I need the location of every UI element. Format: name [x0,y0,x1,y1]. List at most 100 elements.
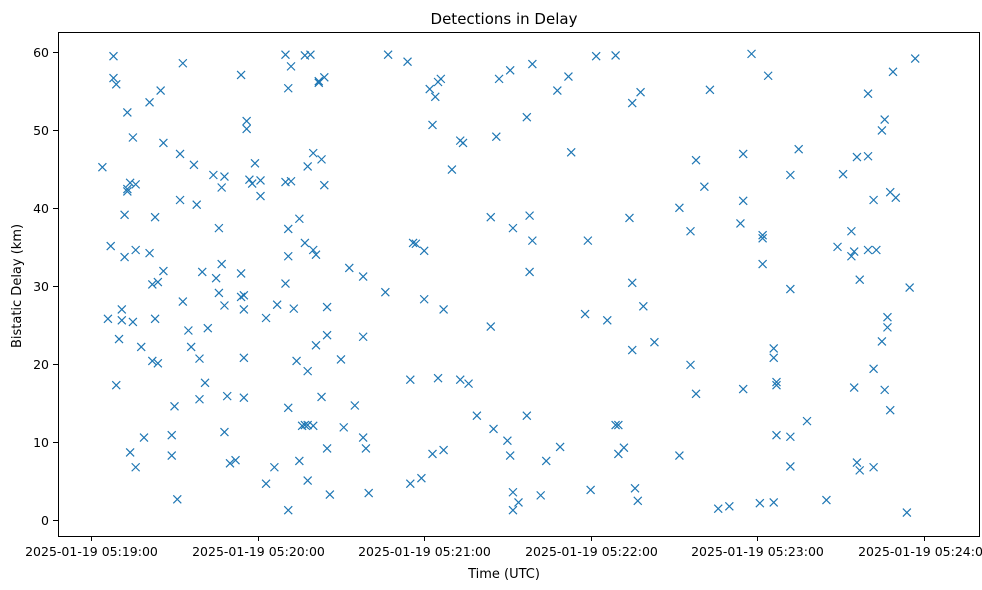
data-point [283,251,293,261]
data-point [564,72,573,81]
data-point [458,138,468,148]
data-point [250,158,260,168]
data-point [527,59,537,69]
data-point [627,345,637,355]
data-point [691,155,701,165]
data-point [136,342,146,352]
data-point [636,87,645,97]
data-point [272,300,282,310]
data-point [183,326,193,335]
data-point [419,294,429,304]
data-point [505,451,515,460]
data-point [871,245,881,255]
data-point [286,61,296,71]
data-point [802,416,812,426]
data-point [747,49,756,59]
data-point [769,497,779,507]
data-point [627,98,637,108]
data-point [203,323,213,333]
data-point [170,401,179,411]
data-point [306,50,315,60]
data-point [311,250,321,260]
data-point [455,375,465,385]
data-point [794,144,804,154]
data-point [419,246,429,256]
data-point [633,496,643,506]
data-point [303,161,313,171]
data-point [464,379,473,389]
data-point [125,447,135,457]
data-point [552,86,562,96]
data-point [855,275,865,285]
x-tick-label: 2025-01-19 05:23:00 [691,544,824,559]
data-point [902,508,912,517]
plot-area: 2025-01-19 05:19:00 2025-01-19 05:20:00 20… [25,32,982,559]
data-point [494,74,504,84]
data-point [186,342,196,352]
data-point [314,76,324,86]
data-point [158,266,168,276]
data-point [627,278,637,288]
data-point [849,383,859,392]
data-point [239,393,249,403]
data-point [236,292,246,302]
data-point [256,191,265,201]
data-point [833,242,842,252]
data-point [156,86,166,96]
data-point [319,72,329,82]
data-point [125,178,135,188]
data-point [869,195,879,205]
data-point [364,488,374,498]
data-point [358,433,368,442]
data-point [883,322,892,332]
data-point [505,65,515,75]
data-point [705,85,715,95]
data-point [738,384,748,394]
data-point [846,251,856,261]
data-point [131,462,141,472]
data-point [472,411,482,421]
data-point [247,179,257,189]
data-point [322,330,332,340]
data-point [220,427,229,437]
data-point [122,186,132,196]
data-point [566,147,576,157]
data-point [178,58,188,68]
data-point [686,226,695,236]
data-point [269,462,279,472]
data-point [150,212,160,222]
data-point [192,200,202,210]
y-tick-label: 30 [33,279,49,294]
data-point [175,195,185,205]
data-point [411,239,421,249]
data-point [111,380,121,390]
data-point [891,193,901,203]
data-point [317,392,326,402]
data-point [877,337,887,346]
data-point [555,442,565,452]
data-point [785,462,795,471]
data-point [145,97,154,107]
y-tick-label: 10 [33,435,49,450]
data-point [724,501,734,511]
data-point [625,213,634,223]
data-point [613,420,623,430]
data-point [147,279,157,289]
data-point [150,314,160,324]
data-point [855,465,865,475]
x-tick-label: 2025-01-19 05:19:00 [25,544,158,559]
data-point [880,385,890,395]
x-axis: 2025-01-19 05:19:00 2025-01-19 05:20:00 20… [25,536,982,559]
data-point [869,364,879,374]
data-point [261,479,271,489]
data-point [885,405,895,415]
data-point [339,422,349,432]
data-point [772,380,781,390]
data-point [294,214,304,224]
data-point [294,456,304,466]
data-point [319,180,329,190]
data-point [758,259,768,269]
data-point [380,287,390,297]
data-point [336,354,346,364]
